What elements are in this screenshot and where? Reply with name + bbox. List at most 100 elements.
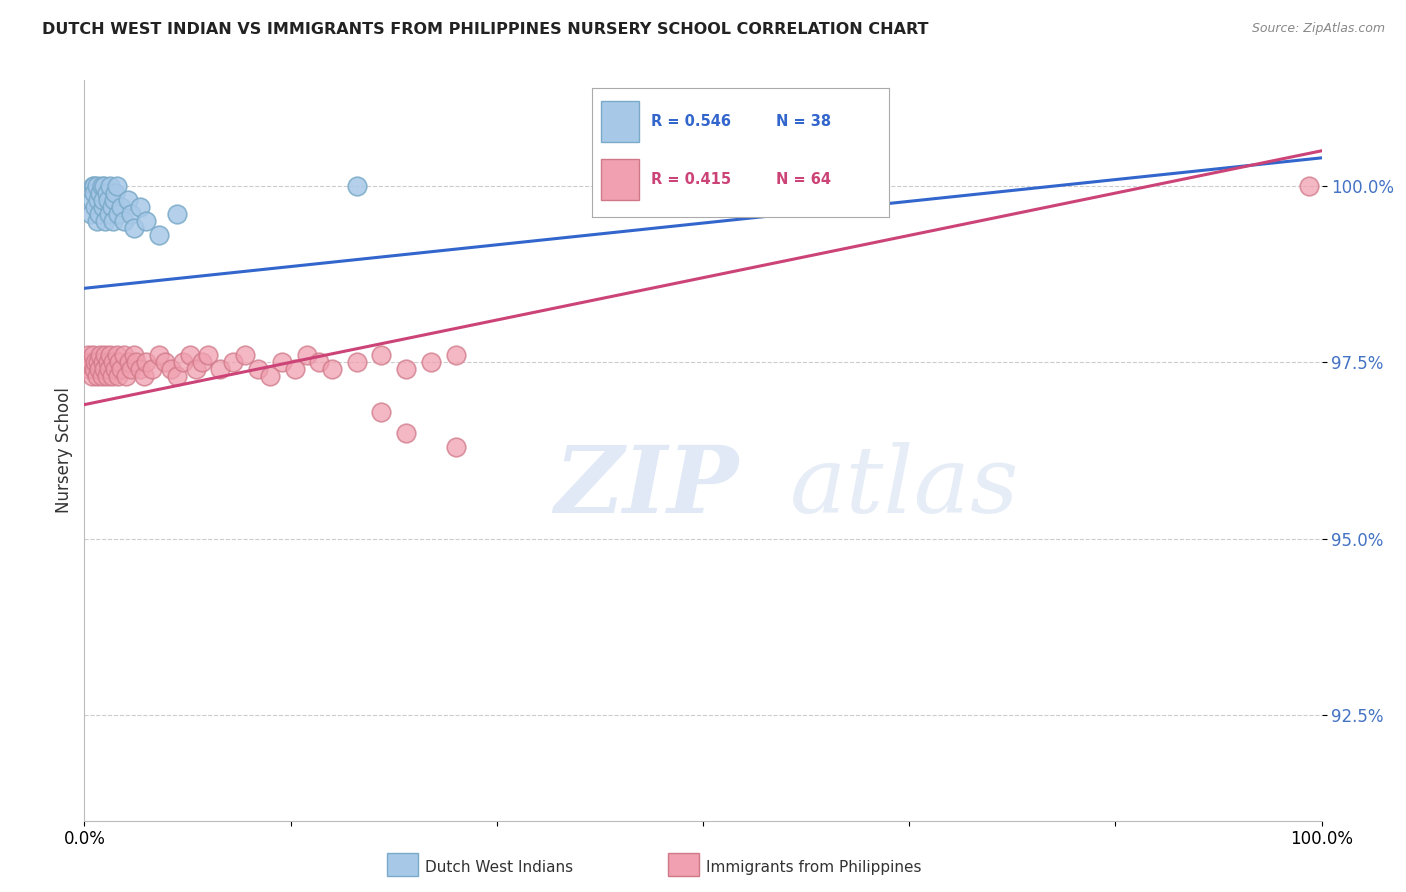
- Text: Dutch West Indians: Dutch West Indians: [425, 860, 572, 874]
- Point: [91, 200, 114, 214]
- Point: [82, 179, 104, 194]
- Point: [112, 214, 135, 228]
- Point: [90, 179, 112, 194]
- Point: [80, 193, 103, 207]
- Point: [103, 193, 125, 207]
- Point: [104, 362, 127, 376]
- Point: [166, 207, 188, 221]
- Point: [94, 348, 117, 362]
- Point: [110, 362, 132, 376]
- Point: [89, 186, 111, 200]
- Point: [96, 369, 118, 384]
- Point: [120, 207, 142, 221]
- Point: [419, 355, 441, 369]
- Point: [89, 348, 111, 362]
- Point: [101, 214, 124, 228]
- Point: [160, 362, 183, 376]
- Point: [346, 355, 368, 369]
- Point: [132, 369, 155, 384]
- Point: [89, 207, 111, 221]
- Point: [94, 214, 117, 228]
- Point: [79, 355, 101, 369]
- Point: [129, 362, 152, 376]
- Text: ZIP: ZIP: [554, 442, 738, 533]
- Point: [105, 348, 128, 362]
- Point: [82, 348, 104, 362]
- Point: [86, 179, 108, 194]
- Point: [148, 348, 170, 362]
- Point: [135, 214, 157, 228]
- Point: [118, 355, 141, 369]
- Point: [97, 193, 120, 207]
- Point: [101, 355, 124, 369]
- Point: [370, 348, 392, 362]
- Point: [346, 179, 368, 194]
- Point: [115, 369, 138, 384]
- Point: [87, 193, 110, 207]
- Point: [184, 362, 207, 376]
- Text: DUTCH WEST INDIAN VS IMMIGRANTS FROM PHILIPPINES NURSERY SCHOOL CORRELATION CHAR: DUTCH WEST INDIAN VS IMMIGRANTS FROM PHI…: [42, 22, 929, 37]
- Point: [370, 405, 392, 419]
- Point: [197, 348, 219, 362]
- Point: [79, 207, 101, 221]
- Point: [98, 348, 121, 362]
- Point: [122, 348, 145, 362]
- Point: [271, 355, 294, 369]
- Point: [444, 440, 467, 454]
- Point: [259, 369, 281, 384]
- Point: [86, 369, 108, 384]
- Point: [120, 362, 142, 376]
- Point: [209, 362, 232, 376]
- Point: [97, 355, 120, 369]
- Point: [741, 179, 763, 194]
- Point: [84, 200, 107, 214]
- Point: [100, 200, 122, 214]
- Point: [83, 362, 105, 376]
- Text: atlas: atlas: [790, 442, 1019, 533]
- Point: [692, 179, 714, 194]
- Point: [321, 362, 343, 376]
- Point: [112, 348, 135, 362]
- Text: Immigrants from Philippines: Immigrants from Philippines: [706, 860, 921, 874]
- Point: [246, 362, 269, 376]
- Point: [222, 355, 245, 369]
- Point: [141, 362, 163, 376]
- Point: [148, 228, 170, 243]
- Point: [107, 207, 129, 221]
- Point: [191, 355, 214, 369]
- Point: [110, 200, 132, 214]
- Point: [295, 348, 318, 362]
- Point: [93, 179, 115, 194]
- Point: [91, 193, 114, 207]
- Point: [233, 348, 256, 362]
- Point: [79, 362, 101, 376]
- Point: [104, 186, 127, 200]
- Point: [83, 186, 105, 200]
- Point: [395, 362, 418, 376]
- Point: [80, 369, 103, 384]
- Point: [125, 355, 148, 369]
- Point: [122, 221, 145, 235]
- Point: [172, 355, 194, 369]
- Point: [98, 179, 121, 194]
- Point: [135, 355, 157, 369]
- Point: [83, 179, 105, 194]
- Point: [98, 362, 121, 376]
- Point: [395, 425, 418, 440]
- Point: [179, 348, 201, 362]
- Point: [108, 355, 131, 369]
- Point: [91, 355, 114, 369]
- Point: [87, 355, 110, 369]
- Point: [89, 362, 111, 376]
- Point: [77, 348, 100, 362]
- Point: [84, 355, 107, 369]
- Y-axis label: Nursery School: Nursery School: [55, 387, 73, 514]
- Point: [308, 355, 330, 369]
- Point: [86, 214, 108, 228]
- Point: [98, 207, 121, 221]
- Text: Source: ZipAtlas.com: Source: ZipAtlas.com: [1251, 22, 1385, 36]
- Point: [117, 193, 139, 207]
- Point: [153, 355, 176, 369]
- Point: [105, 179, 128, 194]
- Point: [96, 186, 118, 200]
